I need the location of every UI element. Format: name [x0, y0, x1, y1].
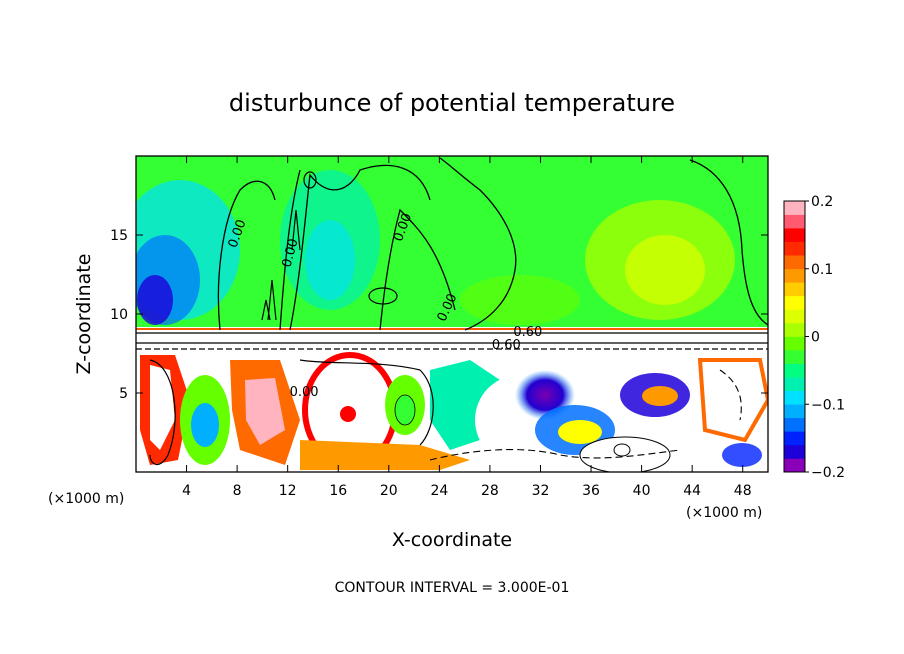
lower-anomaly: [579, 436, 671, 472]
upper-anomaly: [625, 235, 705, 305]
y-tick-label: 15: [110, 228, 128, 244]
contour-line: [217, 180, 276, 331]
colorbar: 0.2 0.1 0 −0.1 −0.2: [784, 194, 845, 481]
x-tick-label: 36: [582, 483, 600, 499]
lower-anomaly: [340, 406, 356, 422]
x-tick-label: 4: [182, 483, 191, 499]
colorbar-tick-label: 0: [811, 330, 820, 346]
lower-anomaly: [300, 440, 470, 470]
colorbar-swatch: [784, 350, 805, 364]
x-unit-right: (×1000 m): [686, 505, 762, 521]
lower-anomaly: [394, 394, 416, 426]
y-tick-label: 5: [119, 386, 128, 402]
contour-line: [261, 209, 301, 321]
chart-title: disturbunce of potential temperature: [229, 89, 675, 117]
y-axis: 5 10 15: [110, 228, 768, 402]
x-axis-label: X-coordinate: [392, 529, 512, 551]
x-tick-label: 24: [430, 483, 448, 499]
contour-line: [439, 157, 517, 331]
colorbar-swatch: [784, 228, 805, 242]
colorbar-swatch: [784, 363, 805, 378]
contour-label: 0.60: [492, 338, 521, 353]
colorbar-swatch: [784, 390, 805, 405]
contour-line: [289, 164, 431, 331]
footer-note: CONTOUR INTERVAL = 3.000E-01: [335, 580, 570, 596]
contour-label: 0.60: [513, 325, 542, 340]
lower-anomaly: [150, 365, 175, 450]
contour-line: [689, 159, 768, 326]
upper-anomaly: [305, 220, 355, 300]
x-tick-label: 40: [633, 483, 651, 499]
colorbar-tick-label: 0.1: [811, 262, 833, 278]
x-unit-left: (×1000 m): [48, 491, 124, 507]
lower-anomaly: [642, 386, 678, 406]
x-tick-label: 28: [481, 483, 499, 499]
colorbar-swatch: [784, 214, 805, 229]
colorbar-swatch: [784, 282, 805, 297]
lower-anomaly: [558, 420, 602, 444]
upper-anomaly: [460, 275, 580, 325]
lower-anomaly: [191, 403, 219, 447]
contour-line: [429, 449, 681, 461]
contour-line: [279, 169, 301, 331]
x-tick-label: 16: [329, 483, 347, 499]
lower-anomaly: [697, 358, 768, 443]
colorbar-swatch: [784, 255, 805, 270]
colorbar-tick-label: −0.1: [811, 397, 845, 413]
colorbar-swatch: [784, 268, 805, 283]
colorbar-swatch: [784, 417, 805, 432]
contour-line: [719, 369, 742, 421]
lower-anomaly: [722, 443, 762, 467]
colorbar-swatch: [784, 431, 805, 446]
upper-anomaly: [137, 275, 173, 325]
x-tick-label: 20: [380, 483, 398, 499]
lower-anomaly: [613, 443, 631, 457]
colorbar-swatch: [784, 377, 805, 391]
contour-line: [299, 359, 434, 446]
lower-anomaly: [245, 378, 285, 445]
x-tick-label: 44: [683, 483, 701, 499]
colorbar-swatch: [784, 444, 805, 459]
colorbar-swatch: [784, 241, 805, 256]
plot-area: [136, 156, 768, 472]
colorbar-tick-label: −0.2: [811, 465, 845, 481]
colorbar-swatch: [784, 404, 805, 419]
colorbar-swatch: [784, 336, 805, 351]
colorbar-swatch: [784, 322, 805, 337]
colorbar-swatch: [784, 201, 805, 215]
colorbar-swatch: [784, 295, 805, 310]
colorbar-swatch: [784, 458, 805, 473]
colorbar-frame: [783, 200, 806, 473]
x-tick-label: 8: [233, 483, 242, 499]
colorbar-tick-label: 0.2: [811, 194, 833, 210]
y-axis-label: Z-coordinate: [73, 254, 95, 375]
contour-line: [303, 171, 317, 189]
colorbar-swatch: [784, 309, 805, 324]
contour-line: [379, 208, 456, 331]
x-tick-label: 12: [279, 483, 297, 499]
contour-label: 0.00: [290, 385, 319, 400]
y-tick-label: 10: [110, 307, 128, 323]
x-tick-label: 48: [734, 483, 752, 499]
contour-line: [368, 287, 398, 305]
contour-label: 0.00: [280, 237, 302, 269]
contour-line: [149, 359, 176, 465]
x-axis: 4 8 12 16 20 24 28 32 36 40 44 48: [182, 156, 752, 499]
x-tick-label: 32: [532, 483, 550, 499]
inversion-band: [136, 327, 768, 351]
